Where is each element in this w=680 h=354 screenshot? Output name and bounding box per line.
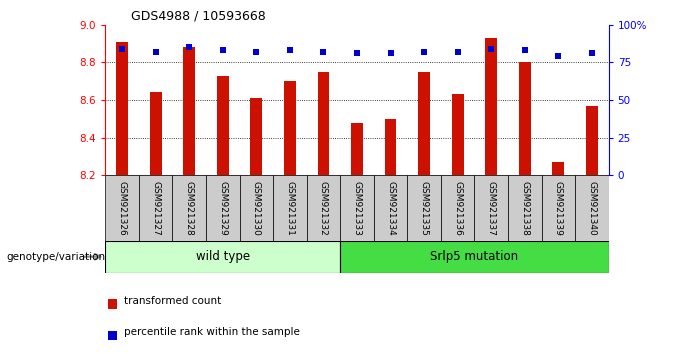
Bar — [407, 175, 441, 241]
Bar — [105, 241, 340, 273]
Bar — [552, 162, 564, 175]
Bar — [385, 119, 396, 175]
Point — [486, 46, 496, 52]
Bar — [105, 175, 139, 241]
Bar — [318, 72, 329, 175]
Point — [553, 53, 564, 59]
Text: GSM921332: GSM921332 — [319, 181, 328, 235]
Bar — [486, 38, 497, 175]
Bar — [184, 47, 195, 175]
Bar — [250, 98, 262, 175]
Text: GSM921339: GSM921339 — [554, 181, 563, 235]
Point — [184, 45, 194, 50]
Bar — [351, 122, 363, 175]
Bar — [116, 42, 128, 175]
Point — [419, 49, 430, 55]
Text: Srlp5 mutation: Srlp5 mutation — [430, 250, 518, 263]
Text: wild type: wild type — [196, 250, 250, 263]
Bar — [273, 175, 307, 241]
Bar — [307, 175, 340, 241]
Bar — [284, 81, 296, 175]
Point — [150, 49, 161, 55]
Point — [352, 51, 362, 56]
Text: GSM921334: GSM921334 — [386, 181, 395, 235]
Text: GSM921338: GSM921338 — [520, 181, 529, 235]
Bar — [441, 175, 475, 241]
Text: GSM921330: GSM921330 — [252, 181, 261, 235]
Point — [586, 51, 597, 56]
Bar — [586, 105, 598, 175]
Text: GSM921326: GSM921326 — [118, 181, 126, 235]
Bar — [452, 95, 464, 175]
Bar — [340, 175, 374, 241]
Point — [385, 51, 396, 56]
Point — [520, 47, 530, 53]
Bar — [173, 175, 206, 241]
Bar — [108, 299, 118, 309]
Bar — [508, 175, 541, 241]
Point — [251, 49, 262, 55]
Point — [318, 49, 329, 55]
Bar — [374, 175, 407, 241]
Text: GSM921340: GSM921340 — [588, 181, 596, 235]
Text: GSM921336: GSM921336 — [453, 181, 462, 235]
Text: GDS4988 / 10593668: GDS4988 / 10593668 — [131, 9, 265, 22]
Text: GSM921327: GSM921327 — [151, 181, 160, 235]
Text: GSM921337: GSM921337 — [487, 181, 496, 235]
Bar — [239, 175, 273, 241]
Bar — [108, 331, 118, 340]
Bar — [150, 92, 162, 175]
Text: GSM921329: GSM921329 — [218, 181, 227, 235]
Text: GSM921335: GSM921335 — [420, 181, 428, 235]
Point — [284, 47, 295, 53]
Bar — [475, 175, 508, 241]
Text: transformed count: transformed count — [124, 296, 221, 306]
Text: percentile rank within the sample: percentile rank within the sample — [124, 327, 299, 337]
Bar — [206, 175, 239, 241]
Text: GSM921328: GSM921328 — [185, 181, 194, 235]
Text: GSM921331: GSM921331 — [286, 181, 294, 235]
Bar — [541, 175, 575, 241]
Bar — [575, 175, 609, 241]
Text: genotype/variation: genotype/variation — [7, 252, 106, 262]
Bar — [418, 72, 430, 175]
Bar — [217, 75, 228, 175]
Point — [452, 49, 463, 55]
Bar — [519, 62, 530, 175]
Bar — [139, 175, 173, 241]
Point — [117, 46, 128, 52]
Text: GSM921333: GSM921333 — [352, 181, 362, 235]
Point — [218, 47, 228, 53]
Bar — [340, 241, 609, 273]
